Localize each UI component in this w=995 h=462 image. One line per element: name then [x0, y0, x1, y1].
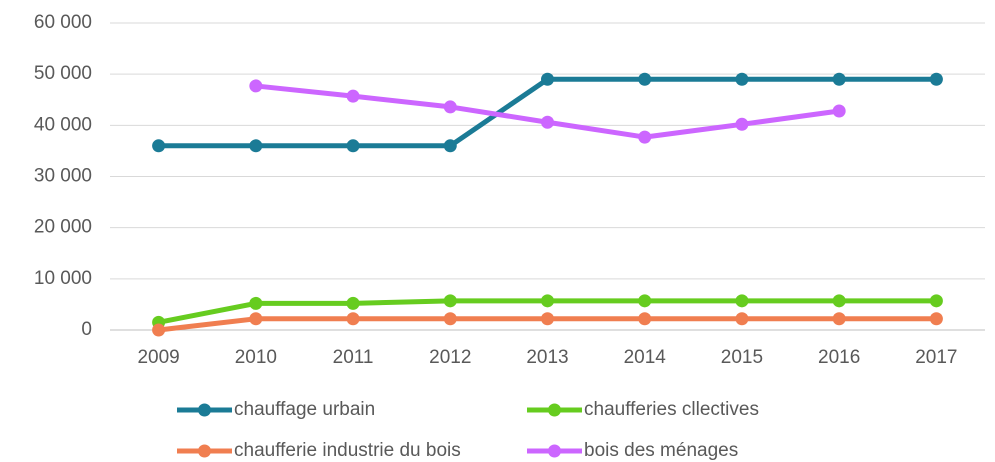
data-point [735, 72, 749, 86]
legend-marker [198, 444, 211, 458]
y-tick-label: 0 [81, 319, 92, 340]
series-line [255, 83, 840, 140]
data-point [346, 139, 360, 153]
data-point [832, 72, 846, 86]
data-point [638, 312, 652, 326]
data-point [735, 117, 749, 131]
data-point [541, 312, 554, 326]
x-tick-label: 2013 [526, 347, 568, 368]
legend-label: chaufferies cllectives [584, 399, 759, 420]
data-point [832, 104, 846, 118]
data-point [832, 312, 846, 326]
y-tick-label: 60 000 [34, 12, 92, 33]
x-tick-label: 2017 [915, 347, 957, 368]
legend-label: chaufferie industrie du bois [234, 440, 461, 461]
data-point [541, 294, 554, 308]
data-point [929, 294, 943, 308]
data-point [249, 312, 263, 326]
data-point [929, 72, 943, 86]
data-point [443, 312, 457, 326]
x-tick-label: 2011 [333, 347, 374, 368]
data-point [443, 100, 457, 114]
data-point [638, 130, 652, 144]
data-point [735, 294, 749, 308]
data-point [152, 139, 166, 153]
data-point [249, 139, 263, 153]
data-point [152, 323, 166, 337]
data-point [832, 294, 846, 308]
x-tick-label: 2010 [235, 347, 277, 368]
y-tick-label: 40 000 [34, 114, 92, 135]
data-point [638, 72, 652, 86]
data-point [541, 115, 554, 129]
data-point [443, 294, 457, 308]
data-point [638, 294, 652, 308]
x-tick-label: 2012 [429, 347, 471, 368]
legend-marker [198, 403, 211, 417]
x-tick-label: 2015 [721, 347, 763, 368]
y-tick-label: 30 000 [34, 166, 92, 187]
y-tick-label: 20 000 [34, 217, 92, 238]
x-tick-label: 2016 [818, 347, 860, 368]
data-point [929, 312, 943, 326]
data-point [346, 296, 360, 310]
legend-marker [548, 444, 561, 458]
data-point [346, 312, 360, 326]
data-point [249, 296, 263, 310]
data-point [443, 139, 457, 153]
data-point [249, 79, 263, 93]
y-tick-label: 10 000 [34, 268, 92, 289]
legend-marker [548, 403, 561, 417]
data-point [541, 72, 554, 86]
x-tick-label: 2014 [624, 347, 667, 368]
legend-label: chauffage urbain [234, 399, 375, 420]
x-tick-label: 2009 [137, 347, 179, 368]
legend-label: bois des ménages [584, 440, 738, 461]
data-point [735, 312, 749, 326]
y-tick-label: 50 000 [34, 63, 92, 84]
data-point [346, 89, 360, 103]
